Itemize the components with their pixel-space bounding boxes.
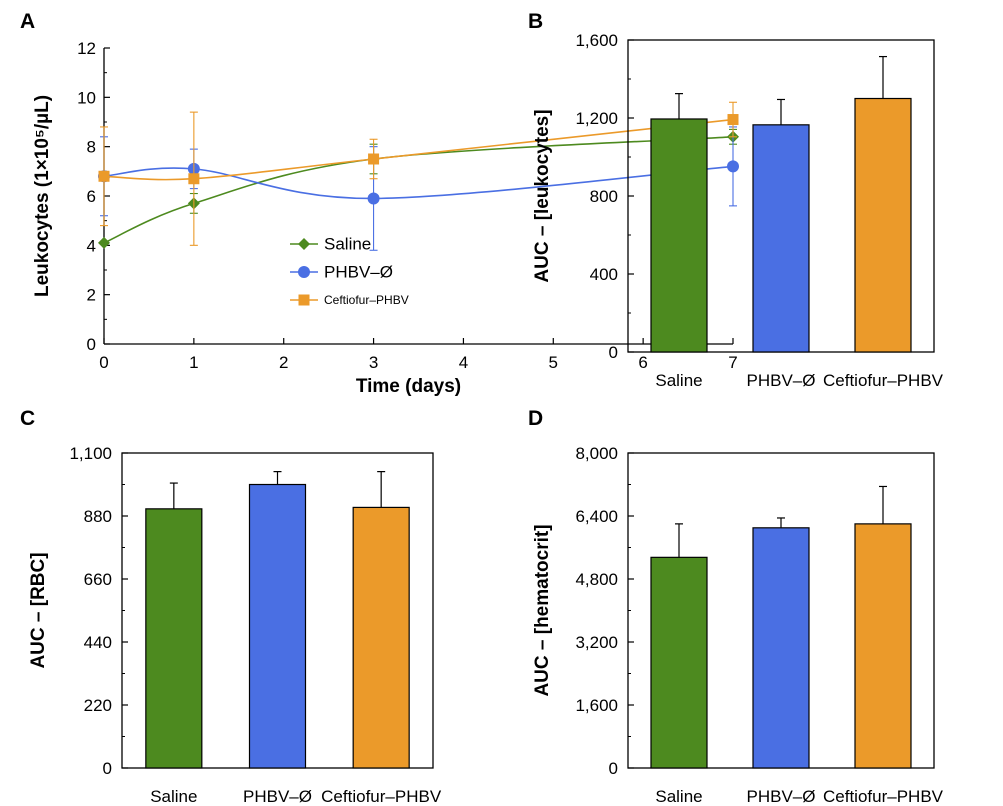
data-point-a: [368, 153, 380, 165]
x-tick-label-a: 7: [728, 353, 737, 372]
category-label-c: Ceftiofur–PHBV: [321, 787, 442, 806]
bar-c-2: [352, 506, 410, 769]
series-line-a: [103, 165, 734, 200]
y-tick-label-a: 8: [87, 138, 96, 157]
y-tick-label-c: 440: [84, 633, 112, 652]
y-tick-label-c: 1,100: [69, 444, 112, 463]
x-axis-title-a: Time (days): [356, 376, 461, 397]
panel-letter-b: B: [528, 10, 543, 33]
category-label-b: Ceftiofur–PHBV: [823, 371, 944, 390]
x-tick-label-a: 1: [189, 353, 198, 372]
x-tick-label-a: 6: [638, 353, 647, 372]
bar-b-1: [752, 124, 810, 353]
legend-label-a: Saline: [324, 235, 371, 254]
y-axis-title-c: AUC – [RBC]: [28, 552, 49, 668]
y-tick-label-d: 0: [609, 759, 618, 778]
data-point-a: [188, 173, 200, 185]
y-tick-label-d: 6,400: [575, 507, 618, 526]
bar-b-0: [650, 118, 708, 353]
x-tick-label-a: 0: [99, 353, 108, 372]
y-tick-label-b: 1,600: [575, 31, 618, 50]
legend-marker-a: [298, 294, 310, 306]
data-point-a: [98, 236, 110, 249]
chart-d: 0 1,600 3,200 4,800 6,400 8,000 Saline PHBV–Ø Ce…: [532, 444, 944, 806]
y-axis-title-b: AUC – [leukocytes]: [532, 109, 553, 282]
bar-d-2: [854, 523, 912, 769]
y-tick-label-d: 3,200: [575, 633, 618, 652]
y-tick-label-a: 6: [87, 187, 96, 206]
y-tick-label-d: 4,800: [575, 570, 618, 589]
y-tick-label-b: 0: [609, 343, 618, 362]
panel-letter-d: D: [528, 407, 543, 430]
data-point-a: [727, 160, 739, 173]
legend-label-a: PHBV–Ø: [324, 263, 393, 282]
category-label-d: PHBV–Ø: [747, 787, 816, 806]
y-tick-label-a: 10: [77, 88, 96, 107]
y-tick-label-c: 880: [84, 507, 112, 526]
y-axis-title-d: AUC – [hematocrit]: [532, 524, 553, 696]
y-axis-title-a: Leukocytes (1×10⁵/µL): [32, 95, 53, 297]
bar-b-2: [854, 97, 912, 353]
panel-letter-a: A: [20, 10, 35, 33]
category-label-b: PHBV–Ø: [747, 371, 816, 390]
y-tick-label-b: 800: [590, 187, 618, 206]
series-line-a: [103, 118, 734, 181]
panel-letter-c: C: [20, 407, 35, 430]
series-line-a: [103, 136, 734, 244]
y-tick-label-d: 1,600: [575, 696, 618, 715]
category-label-d: Ceftiofur–PHBV: [823, 787, 944, 806]
category-label-c: Saline: [150, 787, 197, 806]
data-point-a: [727, 114, 739, 126]
legend-marker-a: [298, 238, 310, 250]
y-tick-label-a: 2: [87, 286, 96, 305]
y-tick-label-c: 220: [84, 696, 112, 715]
y-tick-label-a: 12: [77, 39, 96, 58]
bar-d-0: [650, 556, 708, 769]
chart-c: 0 220 440 660 880 1,100 Saline PHBV–Ø Ceftiofur–…: [28, 444, 442, 806]
x-tick-label-a: 2: [279, 353, 288, 372]
y-tick-label-b: 1,200: [575, 109, 618, 128]
legend-label-a: Ceftiofur–PHBV: [324, 293, 409, 307]
series-2-a: [98, 101, 739, 246]
legend-marker-a: [298, 266, 310, 278]
category-label-c: PHBV–Ø: [243, 787, 312, 806]
category-label-b: Saline: [655, 371, 702, 390]
chart-b: 0 400 800 1,200 1,600 Saline PHBV–Ø Ceftiofur–P…: [532, 31, 944, 390]
x-tick-label-a: 5: [549, 353, 558, 372]
bar-d-1: [752, 527, 810, 769]
data-point-a: [98, 170, 110, 182]
x-tick-label-a: 4: [459, 353, 468, 372]
bar-c-1: [248, 483, 307, 769]
y-tick-label-d: 8,000: [575, 444, 618, 463]
y-tick-label-c: 660: [84, 570, 112, 589]
category-label-d: Saline: [655, 787, 702, 806]
bar-c-0: [145, 508, 203, 769]
y-tick-label-a: 0: [87, 335, 96, 354]
y-tick-label-b: 400: [590, 265, 618, 284]
data-point-a: [367, 192, 380, 205]
y-tick-label-c: 0: [103, 759, 112, 778]
y-tick-label-a: 4: [87, 236, 96, 255]
x-tick-label-a: 3: [369, 353, 378, 372]
